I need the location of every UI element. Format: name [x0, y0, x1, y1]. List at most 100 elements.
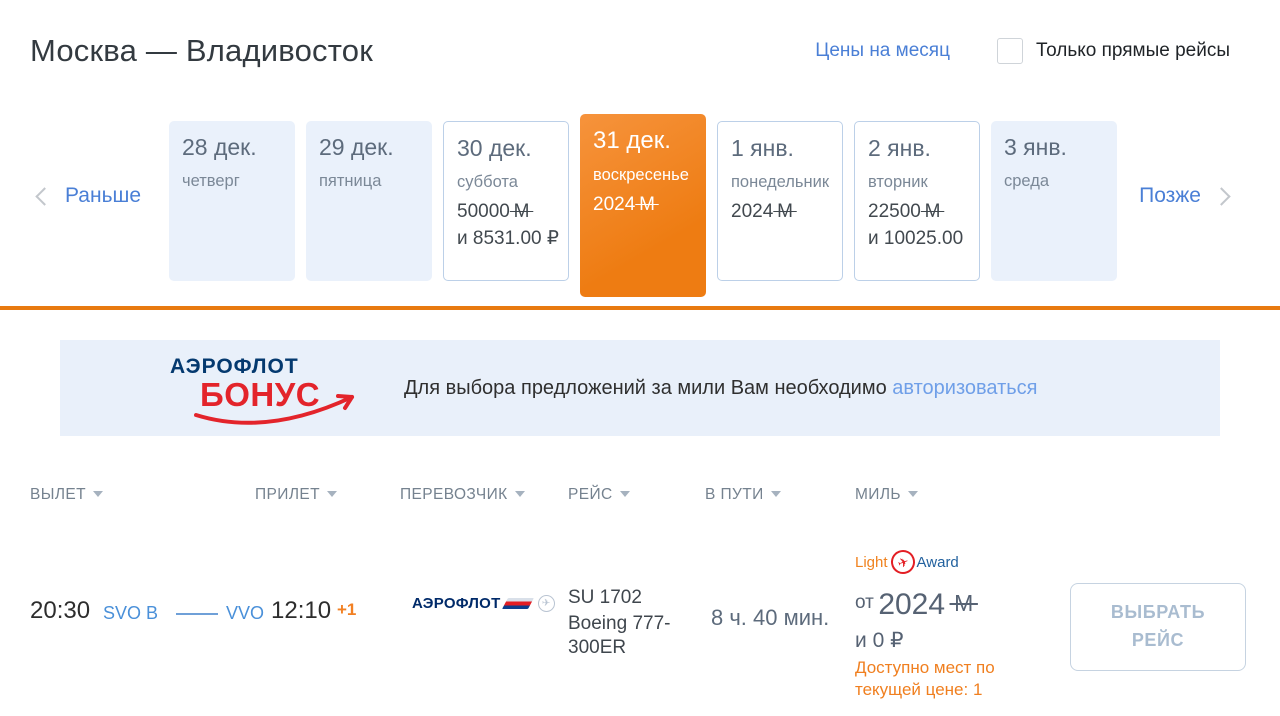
- date-cards: 28 дек. четверг 29 дек. пятница 30 дек. …: [169, 114, 1117, 297]
- card-weekday: четверг: [182, 172, 240, 190]
- flight-number: SU 1702: [568, 587, 642, 608]
- sort-caret-icon: [619, 491, 630, 497]
- miles-prefix: от: [855, 592, 874, 613]
- next-day-badge: +1: [337, 600, 357, 619]
- sort-header-arrival[interactable]: ПРИЛЕТ: [255, 486, 337, 504]
- direct-flights-filter: Только прямые рейсы: [996, 38, 1230, 64]
- mile-sign: М: [920, 201, 945, 222]
- miles-value: 2024: [593, 194, 636, 215]
- sort-header-departure[interactable]: ВЫЛЕТ: [30, 486, 104, 504]
- card-weekday: среда: [1004, 172, 1050, 190]
- award-light-text: Light: [855, 553, 888, 571]
- card-weekday: пятница: [319, 172, 382, 190]
- sort-caret-icon: [770, 491, 781, 497]
- card-date: 3 янв.: [1004, 134, 1067, 160]
- bonus-logo-bonus-text: БОНУС: [200, 376, 321, 413]
- earlier-label: Раньше: [65, 184, 142, 207]
- date-carousel: Раньше 28 дек. четверг 29 дек. пятница 3…: [0, 114, 1280, 297]
- departure-airport-code: SVO B: [103, 603, 159, 623]
- chevron-left-icon: [35, 186, 54, 206]
- miles-value: 2024: [731, 201, 774, 222]
- results-section: ВЫЛЕТ ПРИЛЕТ ПЕРЕВОЗЧИК РЕЙС В ПУТИ МИЛЬ…: [0, 470, 1280, 716]
- arrival-airport-code: VVO: [226, 603, 265, 623]
- card-date: 2 янв.: [868, 135, 931, 161]
- direct-flights-label: Только прямые рейсы: [1035, 40, 1230, 61]
- card-miles-price: 2024 М: [731, 199, 842, 226]
- aeroflot-flag-icon: [501, 598, 534, 609]
- mile-sign: М: [773, 201, 797, 222]
- card-weekday: воскресенье: [593, 166, 689, 184]
- card-ruble-price: и 8531.00 ₽: [457, 227, 559, 249]
- prices-per-month-link[interactable]: Цены на месяц: [815, 40, 950, 61]
- aeroflot-bonus-banner: АЭРОФЛОТ БОНУС Для выбора предложений за…: [60, 340, 1220, 436]
- sort-header-flight[interactable]: РЕЙС: [568, 486, 630, 504]
- card-date: 1 янв.: [731, 135, 794, 161]
- carrier-logo: АЭРОФЛОТ ✈: [412, 595, 555, 612]
- carrier-name: АЭРОФЛОТ: [412, 595, 501, 612]
- card-date: 31 дек.: [593, 127, 671, 154]
- card-weekday: суббота: [457, 173, 518, 191]
- date-card-29-dec[interactable]: 29 дек. пятница: [306, 121, 432, 281]
- miles-price: от 2024 М: [855, 588, 978, 622]
- flight-duration: 8 ч. 40 мин.: [711, 605, 830, 630]
- ruble-price: и 0 ₽: [855, 629, 904, 652]
- plane-circle-icon: ✈: [537, 595, 555, 612]
- departure-time: 20:30: [30, 597, 91, 624]
- later-dates-button[interactable]: Позже: [1139, 184, 1231, 208]
- sort-caret-icon: [908, 491, 918, 497]
- miles-value: 2024: [878, 588, 946, 621]
- card-weekday: вторник: [868, 173, 928, 191]
- card-miles-price: 50000 М: [457, 199, 568, 226]
- header-label: ПРИЛЕТ: [255, 486, 320, 503]
- topbar: Москва — Владивосток Цены на месяц Тольк…: [0, 0, 1280, 69]
- availability-note: Доступно мест по текущей цене: 1: [855, 658, 995, 700]
- header-label: ПЕРЕВОЗЧИК: [400, 486, 508, 503]
- chevron-right-icon: [1212, 186, 1231, 206]
- arrival-time: 12:10: [271, 597, 332, 624]
- light-award-plane-icon: ✈: [887, 546, 918, 578]
- orange-divider: [0, 306, 1280, 310]
- card-date: 30 дек.: [457, 135, 532, 161]
- sort-header-carrier[interactable]: ПЕРЕВОЗЧИК: [400, 486, 525, 504]
- sort-header-duration[interactable]: В ПУТИ: [705, 486, 781, 504]
- page-title: Москва — Владивосток: [30, 33, 373, 68]
- select-flight-button[interactable]: ВЫБРАТЬ РЕЙС: [1070, 583, 1246, 671]
- header-label: РЕЙС: [568, 486, 613, 503]
- date-card-2-jan[interactable]: 2 янв. вторник 22500 М и 10025.00: [854, 121, 980, 281]
- header-label: ВЫЛЕТ: [30, 486, 87, 503]
- mile-sign: М: [635, 194, 659, 215]
- date-card-28-dec[interactable]: 28 дек. четверг: [169, 121, 295, 281]
- miles-value: 50000: [457, 201, 510, 222]
- header-label: В ПУТИ: [705, 486, 764, 503]
- card-date: 29 дек.: [319, 134, 394, 160]
- card-miles-price: 2024 М: [593, 192, 706, 219]
- card-weekday: понедельник: [731, 173, 830, 191]
- bonus-banner-text: Для выбора предложений за мили Вам необх…: [404, 377, 1038, 400]
- sort-header-miles[interactable]: МИЛЬ: [855, 486, 918, 504]
- bonus-text-static: Для выбора предложений за мили Вам необх…: [404, 376, 893, 399]
- sort-caret-icon: [327, 491, 337, 497]
- mile-sign: М: [949, 590, 978, 616]
- date-card-31-dec-selected[interactable]: 31 дек. воскресенье 2024 М: [580, 114, 706, 297]
- direct-flights-checkbox[interactable]: [996, 38, 1023, 64]
- later-label: Позже: [1139, 184, 1201, 207]
- aeroflot-bonus-logo: АЭРОФЛОТ БОНУС: [170, 355, 382, 425]
- card-date: 28 дек.: [182, 134, 257, 160]
- sort-caret-icon: [93, 491, 104, 497]
- date-card-30-dec[interactable]: 30 дек. суббота 50000 М и 8531.00 ₽: [443, 121, 569, 281]
- date-card-1-jan[interactable]: 1 янв. понедельник 2024 М: [717, 121, 843, 281]
- bonus-logo-aeroflot-text: АЭРОФЛОТ: [170, 355, 299, 378]
- card-miles-price: 22500 М: [868, 199, 979, 226]
- mile-sign: М: [509, 201, 534, 222]
- date-card-3-jan[interactable]: 3 янв. среда: [991, 121, 1117, 281]
- award-word-text: Award: [916, 553, 959, 571]
- authorize-link[interactable]: авторизоваться: [892, 376, 1038, 399]
- card-ruble-price: и 10025.00: [868, 227, 964, 249]
- sort-caret-icon: [514, 491, 525, 497]
- route-line: [176, 613, 218, 615]
- earlier-dates-button[interactable]: Раньше: [35, 184, 142, 208]
- miles-value: 22500: [868, 201, 921, 222]
- aircraft-type: Boeing 777-300ER: [568, 613, 671, 659]
- light-award-logo: Light ✈ Award: [855, 546, 959, 578]
- header-label: МИЛЬ: [855, 486, 901, 503]
